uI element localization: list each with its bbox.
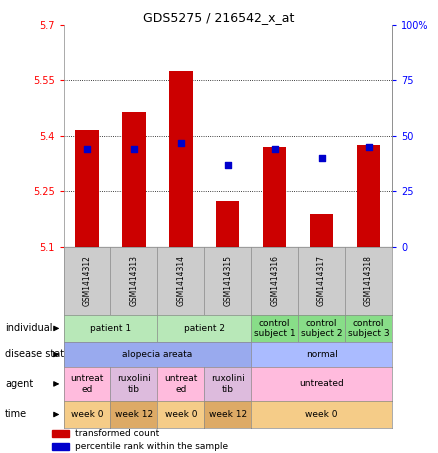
- Point: [318, 154, 325, 162]
- Bar: [75, 130, 99, 247]
- Point: [224, 161, 231, 169]
- Text: week 12: week 12: [208, 410, 247, 419]
- Text: untreat
ed: untreat ed: [70, 374, 104, 394]
- Text: control
subject 2: control subject 2: [301, 319, 343, 338]
- Text: alopecia areata: alopecia areata: [122, 350, 192, 359]
- Text: transformed count: transformed count: [74, 429, 159, 438]
- Bar: [357, 145, 380, 247]
- Text: control
subject 1: control subject 1: [254, 319, 296, 338]
- Text: GDS5275 / 216542_x_at: GDS5275 / 216542_x_at: [143, 11, 295, 24]
- Text: GSM1414314: GSM1414314: [177, 255, 185, 306]
- Text: ruxolini
tib: ruxolini tib: [211, 374, 245, 394]
- Text: disease state: disease state: [5, 349, 70, 360]
- Bar: [216, 201, 240, 247]
- Text: week 0: week 0: [71, 410, 103, 419]
- Text: GSM1414316: GSM1414316: [270, 255, 279, 306]
- Text: agent: agent: [5, 379, 33, 389]
- Point: [271, 145, 278, 153]
- Text: patient 2: patient 2: [184, 324, 225, 333]
- Bar: [122, 112, 145, 247]
- Text: time: time: [5, 410, 27, 419]
- Text: normal: normal: [306, 350, 338, 359]
- Text: percentile rank within the sample: percentile rank within the sample: [74, 442, 228, 451]
- Bar: [263, 147, 286, 247]
- Text: GSM1414313: GSM1414313: [129, 255, 138, 306]
- Bar: [169, 71, 193, 247]
- Bar: [52, 443, 69, 449]
- Bar: [310, 213, 333, 247]
- Text: patient 1: patient 1: [90, 324, 131, 333]
- Text: GSM1414317: GSM1414317: [317, 255, 326, 306]
- Text: GSM1414312: GSM1414312: [82, 255, 92, 306]
- Text: week 0: week 0: [305, 410, 338, 419]
- Text: GSM1414318: GSM1414318: [364, 255, 373, 306]
- Text: individual: individual: [5, 323, 53, 333]
- Text: untreat
ed: untreat ed: [164, 374, 198, 394]
- Bar: [52, 429, 69, 437]
- Text: week 0: week 0: [165, 410, 197, 419]
- Point: [84, 145, 91, 153]
- Point: [365, 144, 372, 151]
- Point: [131, 145, 138, 153]
- Text: week 12: week 12: [115, 410, 153, 419]
- Text: ruxolini
tib: ruxolini tib: [117, 374, 151, 394]
- Text: untreated: untreated: [299, 380, 344, 388]
- Text: GSM1414315: GSM1414315: [223, 255, 232, 306]
- Text: control
subject 3: control subject 3: [348, 319, 389, 338]
- Point: [177, 139, 184, 146]
